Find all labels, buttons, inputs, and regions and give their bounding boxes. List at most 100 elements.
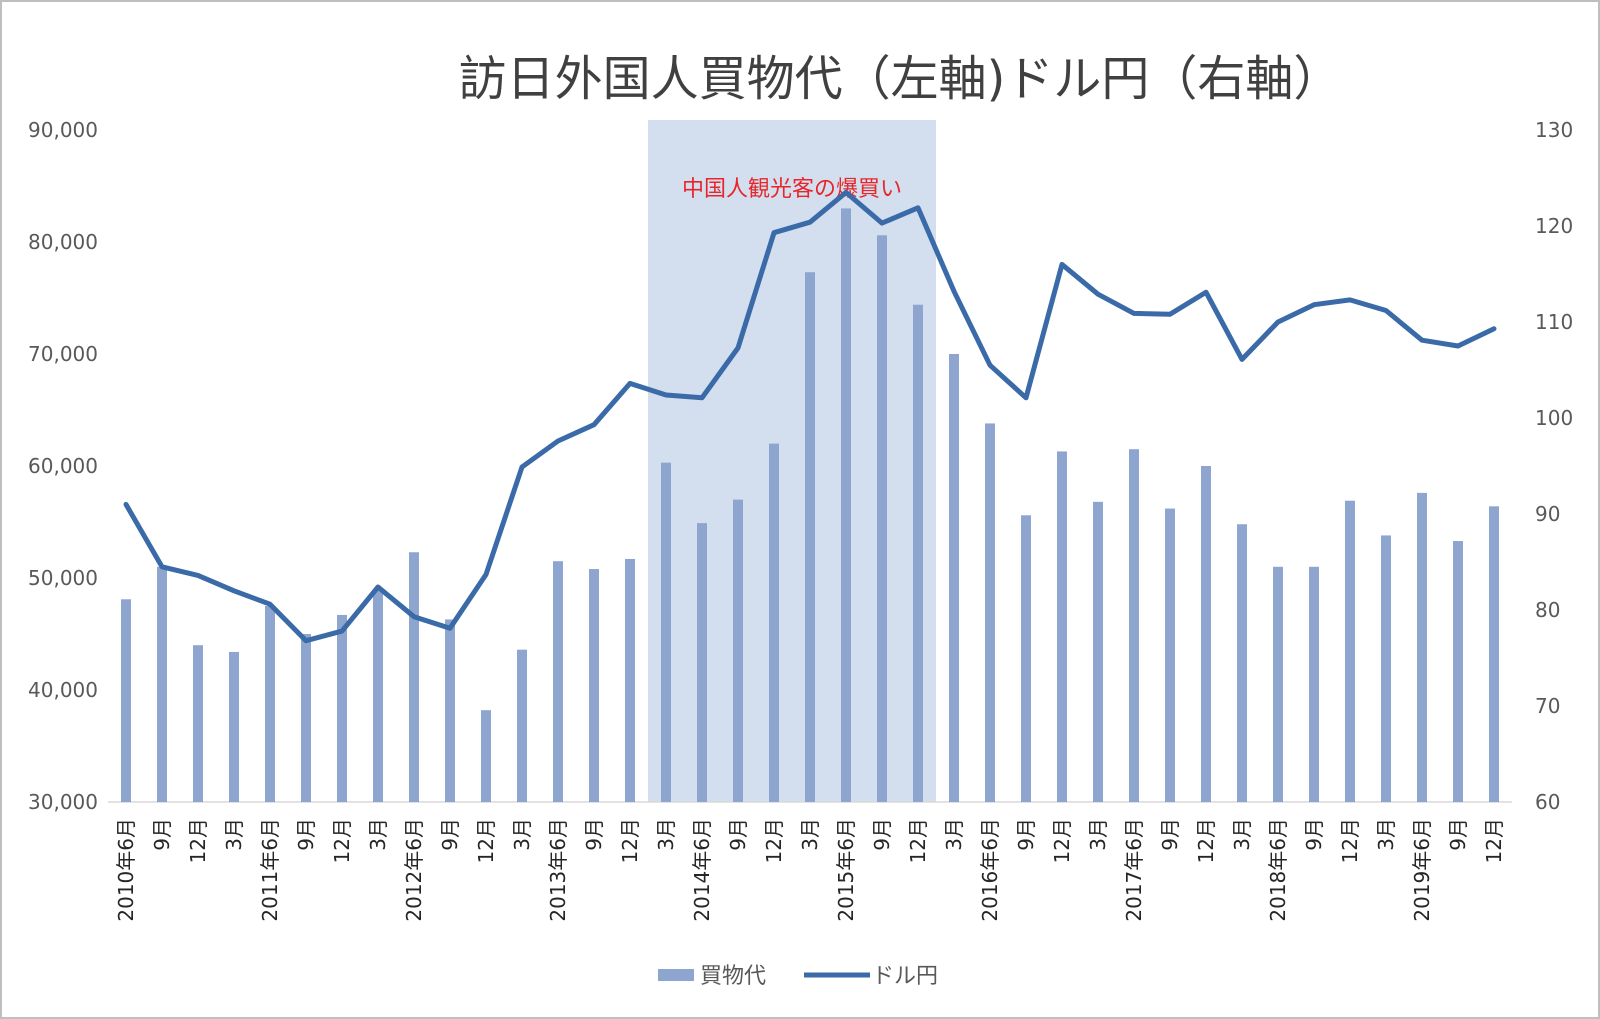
x-tick-label: 3月 (1230, 818, 1254, 851)
x-tick-label: 2014年6月 (690, 818, 714, 922)
x-tick-label: 9月 (1158, 818, 1182, 851)
bar (121, 599, 131, 802)
y-left-tick-label: 50,000 (28, 566, 98, 590)
right-axis: 60 70 80 90 100 110 120 130 (1535, 118, 1573, 814)
y-left-tick-label: 60,000 (28, 454, 98, 478)
bar (445, 619, 455, 802)
y-left-tick-label: 70,000 (28, 342, 98, 366)
bar (1417, 492, 1427, 802)
bar (913, 304, 923, 802)
bar (1453, 541, 1463, 802)
x-tick-label: 12月 (906, 818, 930, 863)
x-tick-label: 3月 (1086, 818, 1110, 851)
y-right-tick-label: 130 (1535, 118, 1573, 142)
y-left-tick-label: 40,000 (28, 678, 98, 702)
x-tick-label: 3月 (1374, 818, 1398, 851)
x-tick-label: 12月 (618, 818, 642, 863)
bar (193, 645, 203, 802)
x-tick-label: 9月 (150, 818, 174, 851)
x-tick-label: 12月 (1194, 818, 1218, 863)
x-tick-label: 9月 (438, 818, 462, 851)
bar (733, 499, 743, 802)
bar (697, 523, 707, 802)
bar (1381, 535, 1391, 802)
x-tick-label: 12月 (1050, 818, 1074, 863)
bar (841, 208, 851, 802)
x-tick-label: 12月 (1482, 818, 1506, 863)
y-left-tick-label: 80,000 (28, 230, 98, 254)
bar (1165, 508, 1175, 802)
y-right-tick-label: 80 (1535, 598, 1560, 622)
bar (1021, 515, 1031, 802)
x-axis: 2010年6月 9月 12月 3月 2011年6月 9月 12月 3月 2012年6月 9月 12月… (114, 818, 1506, 922)
x-tick-label: 9月 (1302, 818, 1326, 851)
bar (373, 589, 383, 802)
x-tick-label: 2018年6月 (1266, 818, 1290, 922)
x-tick-label: 9月 (1446, 818, 1470, 851)
bar (1345, 500, 1355, 802)
bar (409, 552, 419, 802)
bar (337, 614, 347, 802)
legend-bar-label: 買物代 (700, 964, 766, 989)
x-tick-label: 2013年6月 (546, 818, 570, 922)
x-tick-label: 3月 (222, 818, 246, 851)
x-tick-label: 9月 (726, 818, 750, 851)
x-tick-label: 2011年6月 (258, 818, 282, 922)
bar (661, 462, 671, 802)
y-right-tick-label: 100 (1535, 406, 1573, 430)
bar (229, 651, 239, 802)
chart-title: 訪日外国人買物代（左軸)ドル円（右軸） (459, 51, 1342, 107)
x-tick-label: 12月 (474, 818, 498, 863)
y-right-tick-label: 120 (1535, 214, 1573, 238)
bar (553, 561, 563, 802)
y-left-tick-label: 90,000 (28, 118, 98, 142)
legend-bar-swatch (658, 969, 694, 981)
x-tick-label: 12月 (186, 818, 210, 863)
x-tick-label: 3月 (654, 818, 678, 851)
line-series (123, 189, 1497, 644)
bar (301, 634, 311, 802)
bar (877, 235, 887, 802)
bar (769, 443, 779, 802)
annotation-text: 中国人観光客の爆買い (682, 177, 902, 202)
legend-line-label: ドル円 (872, 964, 938, 989)
bar (1489, 506, 1499, 802)
x-tick-label: 2016年6月 (978, 818, 1002, 922)
x-tick-label: 2017年6月 (1122, 818, 1146, 922)
y-right-tick-label: 110 (1535, 310, 1573, 334)
bar (1237, 524, 1247, 802)
x-tick-label: 2012年6月 (402, 818, 426, 922)
y-right-tick-label: 60 (1535, 790, 1560, 814)
x-tick-label: 3月 (942, 818, 966, 851)
y-right-tick-label: 70 (1535, 694, 1560, 718)
x-tick-label: 12月 (1338, 818, 1362, 863)
x-tick-label: 12月 (762, 818, 786, 863)
bar (265, 606, 275, 802)
x-tick-label: 9月 (582, 818, 606, 851)
bar (1201, 466, 1211, 802)
left-axis: 30,000 40,000 50,000 60,000 70,000 80,000 90,0… (28, 118, 98, 814)
bar (589, 569, 599, 802)
x-tick-label: 2019年6月 (1410, 818, 1434, 922)
bar (1273, 566, 1283, 802)
x-tick-label: 3月 (366, 818, 390, 851)
x-tick-label: 2010年6月 (114, 818, 138, 922)
bar (1057, 451, 1067, 802)
legend: 買物代 ドル円 (658, 964, 938, 989)
x-tick-label: 3月 (798, 818, 822, 851)
bar (985, 423, 995, 802)
highlight-region (648, 120, 936, 802)
bar (1309, 566, 1319, 802)
bar (1129, 449, 1139, 802)
bar (517, 649, 527, 802)
bar (949, 354, 959, 802)
x-tick-label: 9月 (870, 818, 894, 851)
bar (481, 710, 491, 802)
x-tick-label: 3月 (510, 818, 534, 851)
x-tick-label: 2015年6月 (834, 818, 858, 922)
bar-series (121, 208, 1499, 802)
bar (1093, 501, 1103, 802)
y-right-tick-label: 90 (1535, 502, 1560, 526)
x-tick-label: 9月 (294, 818, 318, 851)
